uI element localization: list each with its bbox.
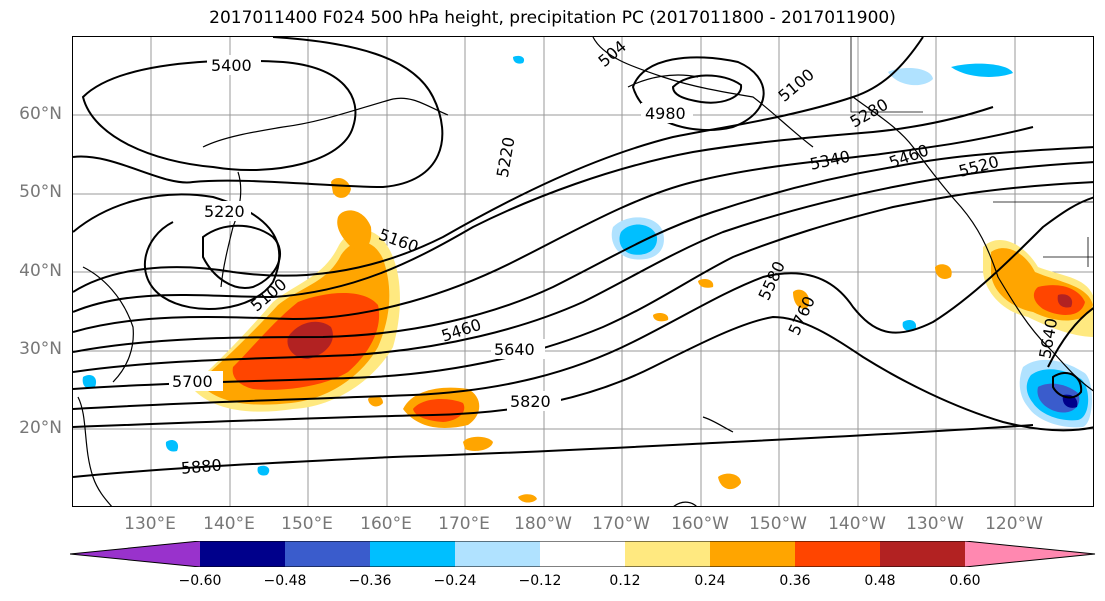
contour-label-5220-w: 5220 (204, 202, 245, 221)
map-panel: 5400 504 4980 5100 5220 5280 5340 5460 5… (72, 36, 1094, 507)
contour-label-5700: 5700 (172, 372, 213, 391)
colorbar-segment-5 (540, 541, 625, 567)
lat-label-20n: 20°N (19, 418, 62, 438)
colorbar-segment-3 (370, 541, 455, 567)
colorbar-tick-1: −0.48 (263, 573, 307, 589)
lon-label-160e: 160°E (360, 514, 412, 534)
colorbar-segment-9 (880, 541, 965, 567)
lon-label-180w: 180°W (514, 514, 572, 534)
contour-label-5220-n: 5220 (493, 135, 519, 178)
lon-label-140e: 140°E (203, 514, 255, 534)
colorbar-svg (69, 540, 1096, 568)
borders (850, 37, 1093, 267)
colorbar-segment-7 (710, 541, 795, 567)
lat-label-40n: 40°N (19, 261, 62, 281)
contour-labels: 5400 504 4980 5100 5220 5280 5340 5460 5… (169, 37, 1061, 478)
colorbar-tick-2: −0.36 (348, 573, 392, 589)
contour-label-5880: 5880 (180, 455, 222, 477)
graticule (73, 37, 1093, 506)
contour-label-5640-c: 5640 (494, 340, 535, 359)
contour-label-5460-ne: 5460 (886, 140, 931, 172)
colorbar-tick-3: −0.24 (433, 573, 477, 589)
contour-label-504: 504 (594, 37, 630, 71)
lon-label-150w: 150°W (749, 514, 807, 534)
lon-label-120w: 120°W (985, 514, 1043, 534)
coastlines (77, 37, 1093, 506)
height-contours (73, 37, 1093, 478)
contour-label-5400: 5400 (211, 56, 252, 75)
colorbar (69, 540, 1096, 571)
colorbar-segment-4 (455, 541, 540, 567)
lon-label-140w: 140°W (828, 514, 886, 534)
lon-label-170e: 170°E (438, 514, 490, 534)
lat-label-30n: 30°N (19, 339, 62, 359)
lon-label-130w: 130°W (906, 514, 964, 534)
contour-label-5640-e: 5640 (1035, 317, 1061, 360)
colorbar-tick-5: 0.12 (609, 573, 641, 589)
colorbar-tick-8: 0.48 (864, 573, 896, 589)
colorbar-segment-0 (70, 541, 200, 567)
colorbar-tick-4: −0.12 (518, 573, 562, 589)
colorbar-tick-7: 0.36 (779, 573, 811, 589)
map-title: 2017011400 F024 500 hPa height, precipit… (209, 8, 896, 28)
colorbar-segment-8 (795, 541, 880, 567)
lon-label-150e: 150°E (281, 514, 333, 534)
contour-label-4980: 4980 (645, 104, 686, 123)
contour-label-5760: 5760 (785, 293, 819, 338)
colorbar-segment-6 (625, 541, 710, 567)
colorbar-segment-1 (200, 541, 285, 567)
colorbar-tick-9: 0.60 (949, 573, 981, 589)
map-canvas: 5400 504 4980 5100 5220 5280 5340 5460 5… (73, 37, 1093, 506)
lon-label-170w: 170°W (592, 514, 650, 534)
contour-label-5100-ne: 5100 (774, 65, 817, 106)
contour-label-5580: 5580 (755, 258, 789, 303)
lat-label-50n: 50°N (19, 182, 62, 202)
lat-label-60n: 60°N (19, 104, 62, 124)
contour-label-5280: 5280 (847, 95, 892, 132)
contour-label-5340: 5340 (808, 147, 852, 174)
contour-label-5820: 5820 (510, 392, 551, 411)
precip-shading (82, 55, 1093, 503)
colorbar-segment-10 (965, 541, 1095, 567)
lon-label-130e: 130°E (124, 514, 176, 534)
colorbar-tick-6: 0.24 (694, 573, 726, 589)
colorbar-tick-0: −0.60 (178, 573, 222, 589)
colorbar-segment-2 (285, 541, 370, 567)
lon-label-160w: 160°W (671, 514, 729, 534)
